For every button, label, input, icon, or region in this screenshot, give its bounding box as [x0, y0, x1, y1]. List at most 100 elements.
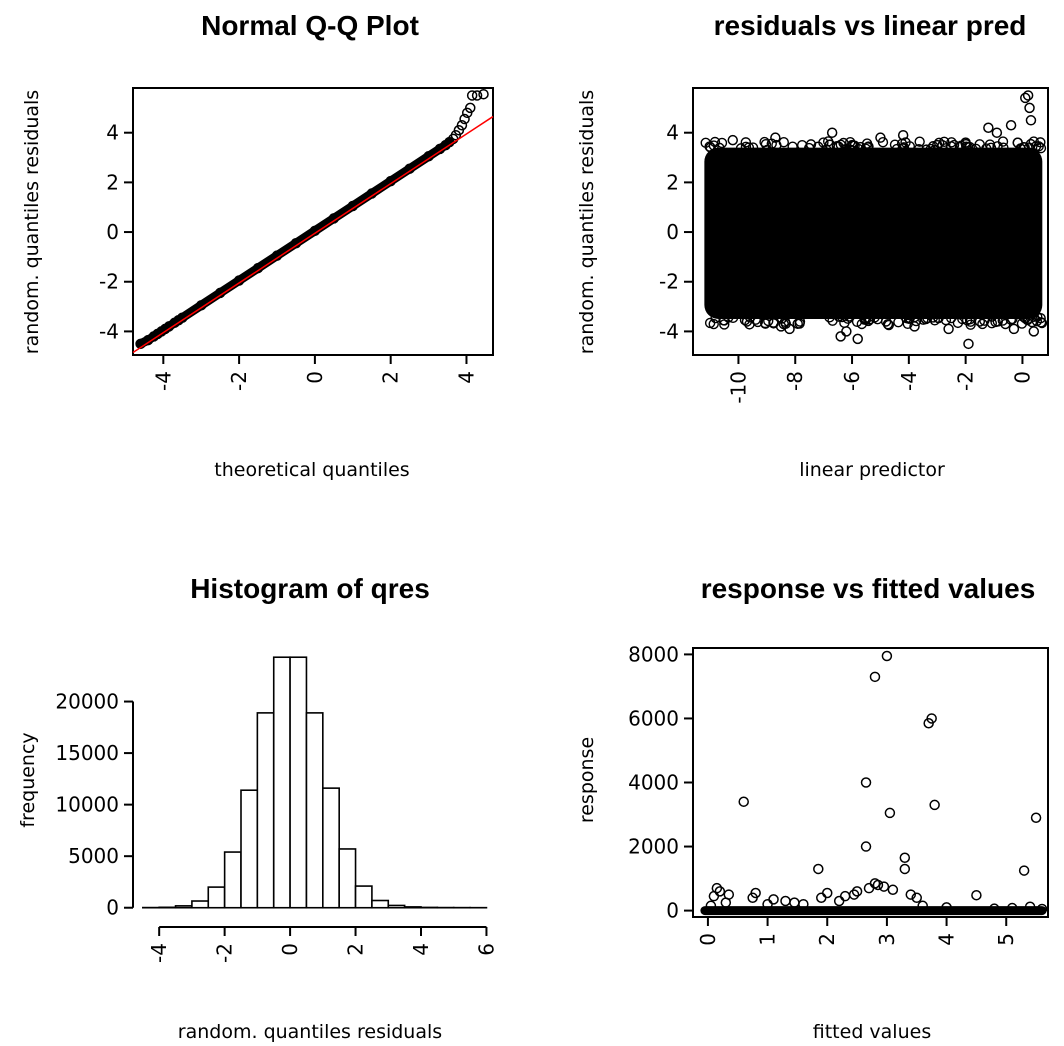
resid-point — [931, 139, 943, 151]
resid-point — [826, 127, 838, 138]
qq-ytick-label: -2 — [99, 270, 119, 294]
resid-edge-point — [862, 142, 873, 153]
resid-point — [761, 306, 773, 317]
hist-xlabel: random. quantiles residuals — [178, 1021, 442, 1043]
resp-point — [848, 889, 860, 900]
resid-point — [909, 321, 920, 332]
resp-point — [878, 881, 890, 892]
resid-edge-point — [1012, 137, 1024, 148]
resp-ytick-label: 0 — [666, 899, 679, 923]
resid-edge-point — [708, 318, 719, 330]
qq-xlabel: theoretical quantiles — [214, 459, 409, 481]
resp-point — [905, 889, 917, 900]
resp-point — [798, 898, 809, 910]
hist-bar — [191, 900, 210, 909]
resid-xtick-label: 0 — [1010, 371, 1034, 384]
resid-edge-point — [952, 317, 964, 329]
hist-bar — [387, 904, 406, 909]
resid-point — [875, 132, 886, 143]
resid-point — [770, 132, 781, 143]
resp-point — [887, 884, 899, 896]
panel-qq-plot: Normal Q-Q Plot theoretical quantiles ra… — [21, 10, 494, 481]
resid-edge-point — [901, 312, 912, 324]
resp-point — [989, 903, 1000, 914]
resid-point — [852, 333, 863, 345]
resid-point — [1024, 102, 1035, 114]
resid-edge-point — [904, 141, 915, 152]
resid-edge-point — [744, 319, 755, 330]
qq-ylabel: random. quantiles residuals — [21, 90, 43, 354]
resid-point — [974, 316, 986, 327]
hist-xtick-label: 0 — [278, 943, 302, 956]
resp-point — [705, 900, 717, 912]
resp-xtick-label: 5 — [994, 933, 1018, 946]
resid-edge-point — [897, 143, 909, 154]
hist-bar — [240, 789, 259, 909]
resid-edge-point — [1019, 142, 1030, 153]
resid-point — [1025, 115, 1037, 126]
resid-edge-point — [997, 136, 1009, 147]
qq-point-cloud — [136, 137, 454, 349]
resid-point — [963, 338, 974, 350]
resp-point — [1006, 902, 1018, 914]
hist-xtick-label: -2 — [213, 943, 237, 963]
resid-xtick-label: -2 — [954, 371, 978, 391]
resp-ytick-label: 8000 — [628, 642, 679, 666]
resid-ytick-label: -2 — [659, 270, 679, 294]
resid-edge-point — [977, 318, 988, 330]
qq-reference-line — [132, 115, 494, 354]
hist-ytick-label: 5000 — [68, 844, 119, 868]
qq-ytick-label: 4 — [106, 121, 119, 145]
hist-bar — [403, 906, 422, 909]
hist-ytick-label: 10000 — [55, 793, 119, 817]
resid-point — [1020, 92, 1031, 104]
resid-edge-point — [740, 137, 752, 148]
resp-plot-area: 0 2000 4000 6000 8000 0 1 2 3 4 5 — [628, 642, 1048, 946]
resp-point — [708, 890, 720, 902]
resp-title: response vs fitted values — [701, 573, 1036, 604]
resid-edge-point — [933, 312, 944, 324]
resid-point — [835, 331, 846, 342]
resid-edge-point — [824, 312, 835, 323]
resid-point — [741, 316, 753, 327]
resid-plot-area: -4 -2 0 2 4 -10 -8 -6 -4 -2 0 — [659, 90, 1048, 404]
resid-edge-point — [965, 319, 976, 330]
resp-point — [821, 887, 833, 899]
resp-point — [911, 892, 922, 904]
resp-point — [720, 897, 732, 908]
resp-xtick-label: 3 — [875, 933, 899, 946]
resp-xtick-label: 2 — [815, 933, 839, 946]
hist-bar — [305, 712, 324, 909]
resp-point — [884, 807, 896, 819]
qq-ytick-label: -4 — [99, 319, 119, 343]
resp-point — [872, 879, 884, 891]
resid-edge-point — [985, 142, 997, 154]
hist-plot-area: 0 5000 10000 15000 20000 -4 -2 0 2 4 6 — [55, 656, 498, 963]
resid-xtick-label: -10 — [726, 371, 750, 404]
qq-ytick-label: 0 — [106, 220, 119, 244]
resid-point — [841, 326, 852, 337]
resid-edge-point — [1007, 313, 1018, 325]
hist-bar — [289, 656, 308, 909]
resp-point — [863, 882, 875, 894]
qq-title: Normal Q-Q Plot — [201, 10, 419, 41]
resid-edge-point — [1035, 142, 1047, 154]
resid-point — [727, 134, 739, 146]
resp-point — [816, 892, 827, 904]
resid-edge-point — [948, 139, 960, 151]
resid-edge-point — [705, 142, 716, 153]
resid-edge-point — [933, 137, 945, 149]
resp-xtick-label: 0 — [696, 933, 720, 946]
resid-edge-point — [974, 139, 985, 150]
hist-bar — [256, 712, 275, 909]
resid-edge-point — [986, 317, 998, 329]
resid-edge-point — [776, 313, 788, 324]
qq-xtick-label: 0 — [303, 371, 327, 384]
resid-edge-point — [992, 141, 1003, 152]
resid-ytick-label: 4 — [666, 121, 679, 145]
hist-bar — [223, 851, 242, 909]
hist-xtick-label: -4 — [147, 943, 171, 963]
resid-edge-point — [771, 139, 782, 151]
resp-point — [833, 895, 845, 907]
